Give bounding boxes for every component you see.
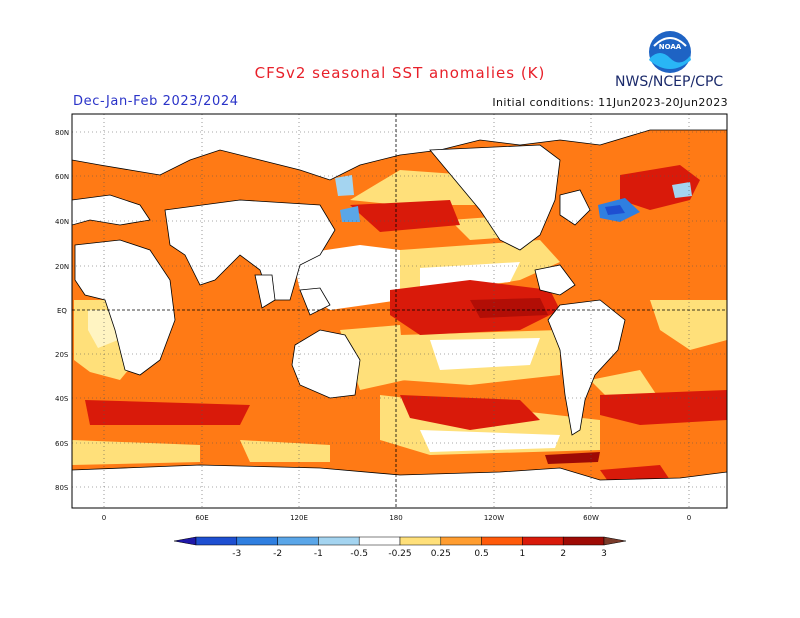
lon-label: 120W (484, 514, 504, 522)
lat-label: 40S (55, 395, 69, 403)
colorbar-swatch (522, 536, 564, 546)
colorbar-swatch (318, 536, 360, 546)
colorbar: -3 -2 -1 -0.5 -0.25 0.25 0.5 1 2 3 (173, 536, 627, 559)
lat-label: EQ (57, 307, 67, 315)
map-panel (72, 114, 727, 508)
colorbar-label: -2 (273, 549, 282, 559)
colorbar-swatch (562, 536, 605, 546)
colorbar-label: -3 (232, 549, 241, 559)
lat-label: 20S (55, 351, 69, 359)
colorbar-label: 1 (520, 549, 526, 559)
noaa-logo: NOAA (649, 31, 691, 73)
lon-label: 60E (195, 514, 208, 522)
colorbar-swatch (358, 536, 401, 546)
colorbar-swatch (481, 536, 523, 546)
cold-anomaly-regions (96, 135, 692, 222)
lat-label: 60S (55, 440, 69, 448)
lon-label: 120E (290, 514, 308, 522)
colorbar-label: -0.25 (388, 549, 411, 559)
colorbar-upper-extend (603, 536, 627, 546)
colorbar-label: 2 (560, 549, 566, 559)
map-frame (71, 113, 728, 509)
lat-labels: 80N 60N 40N 20N EQ 20S 40S 60S 80S (55, 129, 69, 492)
lat-label: 60N (55, 173, 69, 181)
graticule (72, 114, 727, 508)
logo-text: NOAA (659, 43, 682, 51)
colorbar-swatch (440, 536, 482, 546)
lon-label: 60W (583, 514, 599, 522)
chart-title: CFSv2 seasonal SST anomalies (K) (254, 64, 546, 82)
colorbar-label: -1 (314, 549, 323, 559)
colorbar-swatch (236, 536, 278, 546)
colorbar-lower-extend (173, 536, 197, 546)
org-label: NWS/NCEP/CPC (615, 74, 724, 90)
lon-label: 0 (102, 514, 106, 522)
lat-label: 40N (55, 218, 69, 226)
colorbar-label: -0.5 (350, 549, 368, 559)
colorbar-swatch (399, 536, 442, 546)
colorbar-label: 0.5 (474, 549, 488, 559)
equator-dateline (72, 114, 727, 508)
colorbar-swatch (277, 536, 319, 546)
lat-label: 80N (55, 129, 69, 137)
land-masses (72, 114, 727, 508)
lon-label: 180 (389, 514, 402, 522)
lat-label: 20N (55, 263, 69, 271)
colorbar-swatch (195, 536, 238, 546)
initial-conditions: Initial conditions: 11Jun2023-20Jun2023 (492, 96, 728, 109)
lon-labels: 0 60E 120E 180 120W 60W 0 (102, 514, 691, 522)
lat-label: 80S (55, 484, 69, 492)
lon-label: 0 (687, 514, 691, 522)
colorbar-label: 3 (601, 549, 607, 559)
forecast-period: Dec-Jan-Feb 2023/2024 (73, 94, 239, 109)
colorbar-label: 0.25 (431, 549, 451, 559)
